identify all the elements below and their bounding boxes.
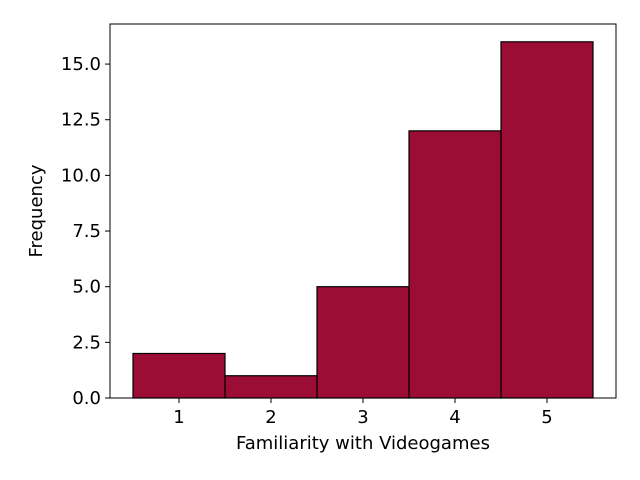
y-tick-label-5: 12.5 (61, 110, 101, 131)
y-tick-label-3: 7.5 (72, 221, 101, 242)
x-tick-label-4: 4 (449, 407, 460, 428)
x-tick-label-3: 3 (357, 407, 368, 428)
y-tick-label-2: 5.0 (72, 277, 101, 298)
bar-1 (132, 352, 226, 399)
bar-4 (408, 130, 502, 399)
x-tick-label-1: 1 (173, 407, 184, 428)
y-tick-label-0: 0.0 (72, 388, 101, 409)
y-axis-ticks: 0.0 2.5 5.0 7.5 10.0 12.5 15.0 (61, 54, 110, 409)
bar-2 (224, 375, 318, 399)
bar-5 (500, 41, 594, 399)
x-axis-label: Familiarity with Videogames (236, 433, 490, 454)
bars-layer (132, 41, 594, 399)
bar-3 (316, 286, 410, 399)
x-tick-label-2: 2 (265, 407, 276, 428)
y-tick-label-1: 2.5 (72, 332, 101, 353)
y-tick-label-6: 15.0 (61, 54, 101, 75)
x-tick-label-5: 5 (541, 407, 552, 428)
y-axis-label: Frequency (26, 164, 47, 257)
x-axis-ticks: 1 2 3 4 5 (173, 398, 553, 428)
y-tick-label-4: 10.0 (61, 165, 101, 186)
